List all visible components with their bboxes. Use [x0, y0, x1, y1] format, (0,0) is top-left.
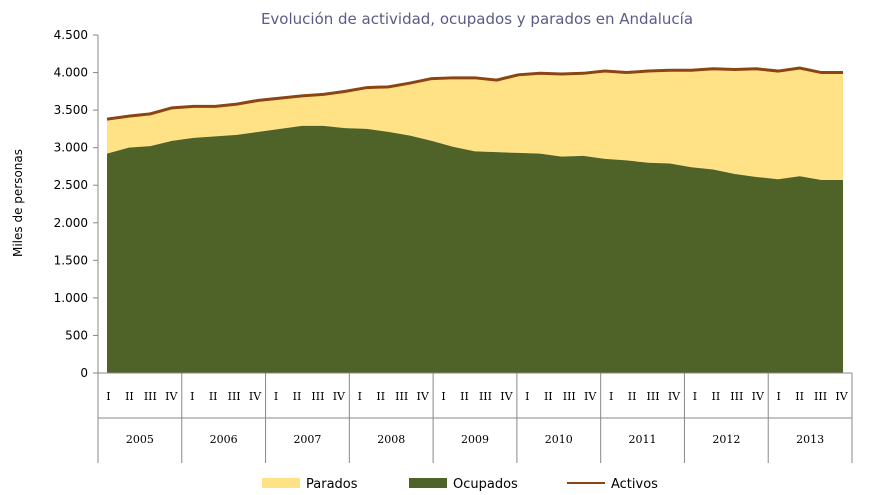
x-quarter-label: I [441, 390, 445, 403]
x-quarter-label: III [311, 390, 324, 403]
legend: Parados Ocupados Activos [262, 477, 658, 492]
legend-label-ocupados: Ocupados [453, 477, 518, 492]
x-quarter-label: II [795, 390, 804, 403]
x-quarter-label: II [293, 390, 302, 403]
series-ocupados-area [107, 125, 843, 373]
x-quarter-label: IV [584, 390, 597, 403]
y-tick-label: 3.000 [54, 141, 88, 155]
x-quarter-label: II [628, 390, 637, 403]
y-tick-label: 4.000 [54, 66, 88, 80]
y-tick-label: 0 [80, 366, 88, 380]
legend-label-activos: Activos [611, 477, 658, 492]
x-quarter-label: IV [835, 390, 848, 403]
y-tick-label: 2.500 [54, 178, 88, 192]
x-quarter-label: IV [249, 390, 262, 403]
x-year-label: 2008 [377, 433, 405, 446]
axes: 0 500 1.000 1.500 2.000 2.500 3.000 3.500 4.000 4… [54, 28, 853, 463]
x-year-label: 2010 [545, 433, 573, 446]
y-tick-label: 2.000 [54, 216, 88, 230]
x-quarter-label: III [730, 390, 743, 403]
x-quarter-label: II [460, 390, 469, 403]
x-quarter-label: I [106, 390, 110, 403]
x-year-label: 2007 [293, 433, 321, 446]
y-axis-title: Miles de personas [11, 149, 25, 257]
x-quarter-label: II [125, 390, 134, 403]
x-year-label: 2013 [796, 433, 824, 446]
y-tick-label: 4.500 [54, 28, 88, 42]
legend-label-parados: Parados [306, 477, 358, 492]
x-year-label: 2009 [461, 433, 489, 446]
x-year-label: 2006 [210, 433, 238, 446]
y-tick-label: 1.500 [54, 253, 88, 267]
x-quarter-label: IV [752, 390, 765, 403]
x-year-label: 2012 [712, 433, 740, 446]
x-quarter-label: II [209, 390, 218, 403]
plot-area [106, 66, 843, 373]
x-quarter-label: IV [333, 390, 346, 403]
x-year-label: 2005 [126, 433, 154, 446]
y-tick-label: 3.500 [54, 103, 88, 117]
x-quarter-label: IV [165, 390, 178, 403]
x-quarter-label: IV [416, 390, 429, 403]
series-activos-line [106, 66, 843, 121]
series-parados-area [107, 68, 843, 180]
x-quarter-label: II [376, 390, 385, 403]
x-quarter-label: I [693, 390, 697, 403]
x-quarter-label: I [358, 390, 362, 403]
y-tick-label: 500 [65, 328, 88, 342]
x-quarter-label: II [544, 390, 553, 403]
x-year-label: 2011 [629, 433, 657, 446]
x-quarter-label: III [144, 390, 157, 403]
x-quarter-label: IV [668, 390, 681, 403]
x-quarter-label: III [647, 390, 660, 403]
x-quarter-label: I [609, 390, 613, 403]
x-quarter-label: III [814, 390, 827, 403]
x-quarter-label: I [190, 390, 194, 403]
legend-swatch-ocupados [409, 478, 447, 488]
x-quarter-label: I [525, 390, 529, 403]
x-quarter-label: III [228, 390, 241, 403]
x-quarter-label: III [479, 390, 492, 403]
x-quarter-label: I [777, 390, 781, 403]
chart-title: Evolución de actividad, ocupados y parad… [261, 10, 693, 28]
x-quarter-label: III [563, 390, 576, 403]
x-quarter-label: II [712, 390, 721, 403]
y-tick-label: 1.000 [54, 291, 88, 305]
x-quarter-label: III [395, 390, 408, 403]
x-quarter-label: IV [500, 390, 513, 403]
legend-swatch-parados [262, 478, 300, 488]
x-quarter-label: I [274, 390, 278, 403]
